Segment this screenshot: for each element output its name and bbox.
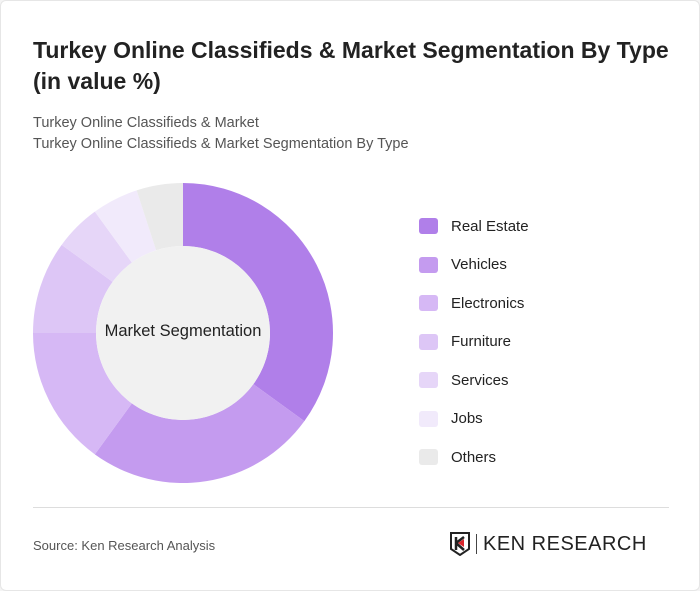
center-label: Market Segmentation	[104, 322, 262, 340]
slice-jobs	[94, 190, 157, 263]
ken-research-logo: KEN RESEARCH	[449, 532, 647, 556]
legend-label: Jobs	[451, 410, 483, 428]
logo-text: KEN RESEARCH	[483, 532, 647, 555]
legend-swatch	[419, 256, 438, 273]
donut-center	[96, 246, 270, 420]
legend-item: Others	[419, 438, 529, 477]
legend-label: Services	[451, 371, 509, 389]
subtitle-1: Turkey Online Classifieds & Market	[33, 115, 259, 131]
legend-label: Vehicles	[451, 256, 507, 274]
legend-swatch	[419, 333, 438, 350]
legend-label: Real Estate	[451, 217, 529, 235]
legend-label: Electronics	[451, 294, 525, 312]
logo-divider	[476, 534, 477, 554]
legend-swatch	[419, 449, 438, 466]
legend-item: Electronics	[419, 284, 529, 323]
chart-title: Turkey Online Classifieds & Market Segme…	[33, 37, 669, 94]
logo-icon	[450, 532, 470, 556]
donut-chart	[33, 183, 333, 483]
subtitle-2: Turkey Online Classifieds & Market Segme…	[33, 136, 409, 152]
legend-item: Services	[419, 361, 529, 400]
slice-services	[61, 211, 132, 282]
legend-swatch	[419, 410, 438, 427]
slice-furniture	[33, 244, 113, 333]
legend-item: Jobs	[419, 400, 529, 439]
legend-swatch	[419, 218, 438, 235]
legend-item: Real Estate	[419, 207, 529, 246]
legend-swatch	[419, 372, 438, 389]
legend-label: Others	[451, 448, 497, 466]
slice-electronics	[33, 333, 132, 455]
legend: Real Estate Vehicles Electronics Furniture S…	[419, 207, 529, 477]
legend-item: Furniture	[419, 323, 529, 362]
slice-vehicles	[94, 384, 305, 483]
divider	[33, 507, 669, 508]
legend-item: Vehicles	[419, 246, 529, 285]
legend-swatch	[419, 295, 438, 312]
slice-real-estate	[183, 183, 333, 422]
slice-others	[136, 183, 183, 251]
source-text: Source: Ken Research Analysis	[33, 538, 216, 553]
legend-label: Furniture	[451, 333, 512, 351]
